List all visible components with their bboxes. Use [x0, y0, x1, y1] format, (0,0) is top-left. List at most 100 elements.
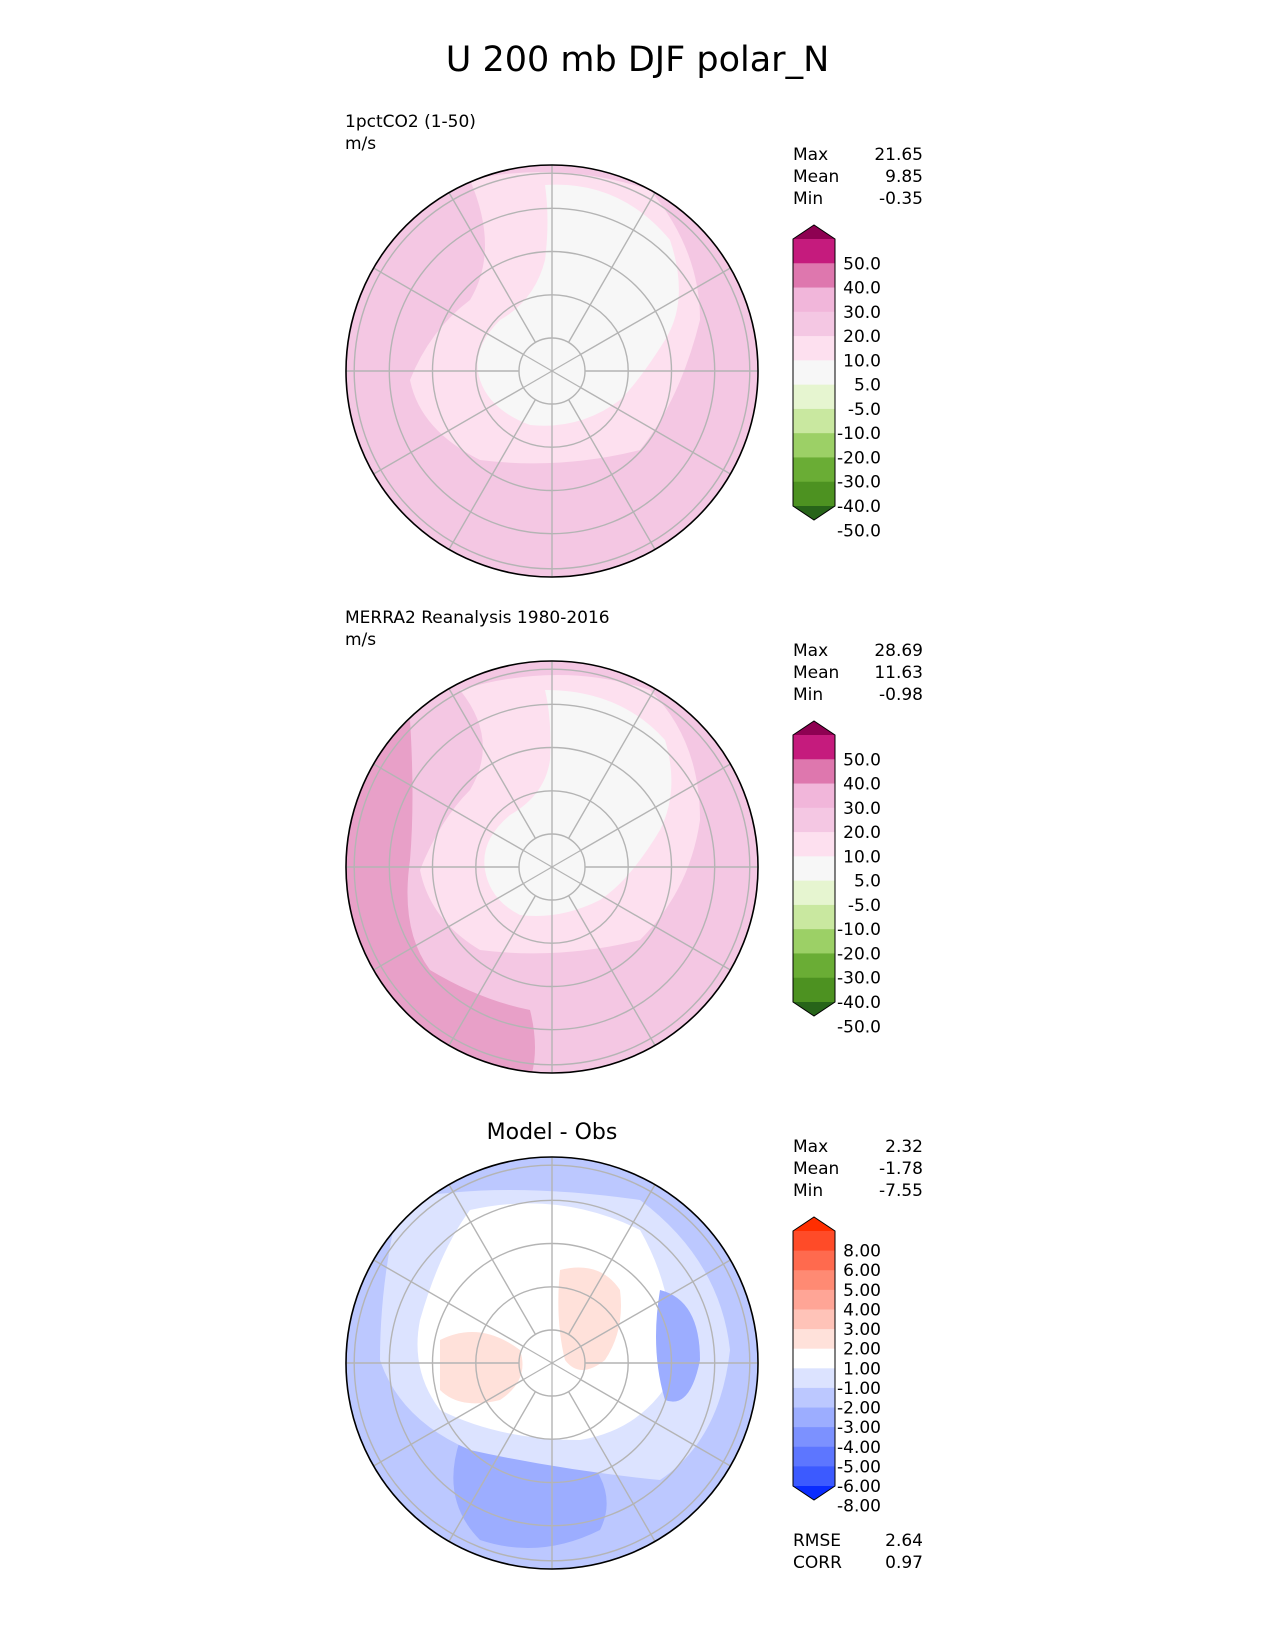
panel-1-units: m/s [345, 134, 377, 154]
map-1-boundary [345, 164, 759, 578]
colorbar-tick-label: -2.00 [837, 1399, 881, 1419]
colorbar-segment [793, 1231, 835, 1252]
meridian-line [580, 386, 731, 475]
colorbar-tick-label: 50.0 [843, 254, 881, 274]
colorbar-tick-label: 2.00 [843, 1340, 881, 1360]
colorbar-segment [793, 457, 835, 483]
meridian-line [373, 763, 524, 852]
panel-3-stats: Max 2.32 Mean -1.78 Min -7.55 [793, 1136, 923, 1202]
stat-value: -0.98 [879, 685, 923, 705]
map-2-graticule [346, 661, 758, 1073]
colorbar-segment [793, 880, 835, 906]
meridian-line [523, 866, 553, 885]
colorbar-tick-label: -40.0 [837, 497, 881, 517]
colorbar-tick-label: -8.00 [837, 1497, 881, 1517]
colorbar-segment [793, 904, 835, 930]
colorbar-segment [793, 433, 835, 458]
colorbar-3: 8.006.005.004.003.002.001.00-1.00-2.00-3… [792, 1216, 881, 1517]
colorbar-segment [793, 1446, 835, 1467]
colorbar-tick-label: 30.0 [843, 303, 881, 323]
colorbar-segment [793, 1270, 835, 1291]
meridian-line [373, 1259, 524, 1348]
map-3-boundary [345, 1156, 759, 1570]
colorbar-tick-label: 50.0 [843, 750, 881, 770]
colorbar-segment [793, 1309, 835, 1330]
colorbar-segment [793, 977, 835, 1003]
colorbar-tick-label: -50.0 [837, 1017, 881, 1037]
meridian-line [551, 866, 581, 885]
stat-value: 9.85 [885, 167, 923, 187]
colorbar-outline [792, 720, 836, 1017]
colorbar-tick-label: 40.0 [843, 775, 881, 795]
panel-2-label: MERRA2 Reanalysis 1980-2016 [345, 608, 610, 628]
meridian-line [567, 1391, 656, 1542]
colorbar-segment [793, 1427, 835, 1448]
stat-value: 21.65 [874, 145, 923, 165]
colorbar-tick-label: 20.0 [843, 823, 881, 843]
field-near-zero-region [484, 690, 672, 916]
meridian-line [373, 1378, 524, 1467]
colorbar-segment [793, 311, 835, 337]
colorbar-tick-label: 3.00 [843, 1320, 881, 1340]
colorbar-segment [793, 1407, 835, 1428]
colorbar-segment [793, 783, 835, 809]
map-2-boundary [345, 660, 759, 1074]
colorbar-segment [793, 287, 835, 313]
stat-value: -7.55 [879, 1181, 923, 1201]
colorbar-outline [792, 224, 836, 521]
meridian-line [567, 895, 656, 1046]
meridian-line [551, 849, 581, 868]
metric-value: 0.97 [885, 1553, 923, 1573]
colorbars: 50.0 40.0 30.0 20.0 10.0 5.0 -5.0 -10.0 -20.0 -30… [792, 224, 881, 1517]
colorbar-outline [792, 1216, 836, 1501]
panel-3-title: Model - Obs [486, 1120, 618, 1145]
meridian-line [373, 882, 524, 971]
stat-name: Mean [793, 167, 840, 187]
meridian-line [373, 267, 524, 356]
colorbar-segment [793, 807, 835, 833]
colorbar-tick-label: -5.0 [848, 400, 881, 420]
stat-name: Mean [793, 663, 840, 683]
colorbar-segment [793, 953, 835, 979]
stat-name: Max [793, 641, 829, 661]
colorbar-tick-label: 8.00 [843, 1242, 881, 1262]
colorbar-segment [793, 263, 835, 289]
figure-title: U 200 mb DJF polar_N [445, 40, 830, 80]
stat-name: Mean [793, 1159, 840, 1179]
panel-2-stats: Max 28.69 Mean 11.63 Min -0.98 [793, 640, 923, 706]
meridian-line [373, 386, 524, 475]
stat-value: 28.69 [874, 641, 923, 661]
metric-name: RMSE [793, 1531, 842, 1551]
meridian-line [567, 1184, 656, 1335]
meridian-line [580, 882, 731, 971]
meridian-line [580, 1259, 731, 1348]
meridian-line [523, 1362, 553, 1381]
colorbar-tick-label: -30.0 [837, 473, 881, 493]
field-minus3-patch [656, 1290, 700, 1402]
colorbar-extend-min [793, 506, 835, 520]
stat-value: 11.63 [874, 663, 923, 683]
colorbar-segment [793, 856, 835, 882]
meridian-line [551, 1345, 581, 1364]
colorbar-segment [793, 1466, 835, 1487]
meridian-line [551, 1362, 581, 1381]
colorbar-tick-label: -40.0 [837, 993, 881, 1013]
field-positive-patch-1 [558, 1267, 621, 1370]
colorbar-1: 50.0 40.0 30.0 20.0 10.0 5.0 -5.0 -10.0 -20.0 -30… [792, 224, 881, 541]
colorbar-tick-label: -10.0 [837, 920, 881, 940]
colorbar-extend-max [793, 1217, 835, 1231]
colorbar-extend-min [793, 1002, 835, 1016]
colorbar-tick-label: -10.0 [837, 424, 881, 444]
stat-value: -1.78 [879, 1159, 923, 1179]
colorbar-tick-label: -5.0 [848, 896, 881, 916]
meridian-line [448, 399, 537, 550]
stat-value: 2.32 [885, 1137, 923, 1157]
colorbar-segment [793, 408, 835, 434]
field-positive-patch-2 [440, 1332, 523, 1404]
stat-name: Min [793, 685, 824, 705]
meridian-line [567, 399, 656, 550]
colorbar-segment [793, 1329, 835, 1350]
colorbar-tick-label: -20.0 [837, 945, 881, 965]
colorbar-tick-label: 10.0 [843, 351, 881, 371]
